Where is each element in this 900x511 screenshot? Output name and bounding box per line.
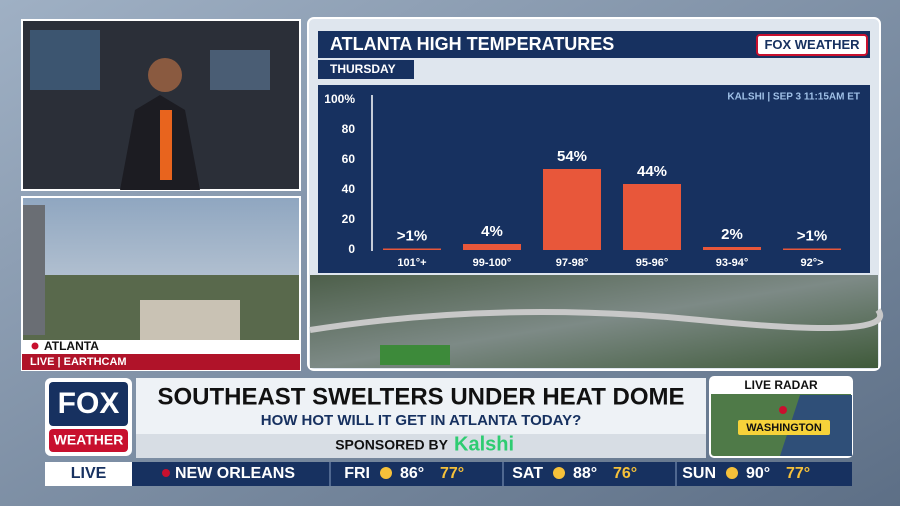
- bar: [623, 184, 681, 250]
- studio-screen: [30, 30, 100, 90]
- pin-icon: [779, 406, 787, 414]
- ticker-high: 86°: [400, 465, 424, 482]
- ticker-day: SAT: [512, 465, 543, 482]
- sponsor-bar: [136, 434, 706, 458]
- logo-box: [756, 34, 868, 56]
- annotation: KALSHI | SEP 3 11:15AM ET: [727, 92, 860, 103]
- bar: [383, 248, 441, 250]
- logo-bottom: WEATHER: [54, 432, 124, 448]
- value-label: >1%: [797, 227, 827, 244]
- ticker-high: 90°: [746, 465, 770, 482]
- location: ATLANTA: [44, 339, 99, 353]
- sponsor-prefix: SPONSORED BY: [335, 437, 448, 453]
- y-tick-label: 20: [342, 212, 356, 226]
- bar: [543, 169, 601, 250]
- value-label: 4%: [481, 223, 503, 240]
- x-tick-label: 97-98°: [556, 257, 589, 269]
- logo: FOX WEATHER: [764, 37, 860, 52]
- source: LIVE | EARTHCAM: [30, 356, 127, 368]
- bar: [783, 248, 841, 250]
- sponsor: Kalshi: [454, 433, 514, 455]
- city-building: [140, 300, 240, 340]
- weather-icon: [380, 467, 392, 479]
- field: [380, 345, 450, 365]
- live-box: [45, 462, 132, 486]
- logo-top: FOX: [58, 387, 120, 420]
- bar: [703, 247, 761, 250]
- pin-icon: [31, 342, 39, 350]
- radar-city-bg: [738, 420, 830, 435]
- value-label: 44%: [637, 163, 667, 180]
- value-label: 54%: [557, 148, 587, 165]
- x-tick-label: 99-100°: [473, 257, 512, 269]
- subhead: HOW HOT WILL IT GET IN ATLANTA TODAY?: [261, 412, 582, 429]
- y-tick-label: 80: [342, 122, 356, 136]
- ticker-bar: [45, 462, 852, 486]
- ticker-low: 77°: [440, 465, 464, 482]
- weather-icon: [553, 467, 565, 479]
- bar: [463, 244, 521, 250]
- ticker-city: NEW ORLEANS: [175, 465, 295, 482]
- radar-city: WASHINGTON: [746, 422, 822, 434]
- headline: SOUTHEAST SWELTERS UNDER HEAT DOME: [157, 383, 684, 410]
- ticker-low: 77°: [786, 465, 810, 482]
- subtitle-tab: [318, 60, 414, 79]
- ticker-day: FRI: [344, 465, 370, 482]
- ticker-high: 88°: [573, 465, 597, 482]
- live-label: LIVE: [71, 465, 107, 482]
- city-tower: [23, 205, 45, 335]
- location-bar: [22, 340, 300, 354]
- logo-bottom-bg: [49, 429, 128, 452]
- radar-title: LIVE RADAR: [744, 378, 818, 392]
- anchor-head: [148, 58, 182, 92]
- y-tick-label: 0: [348, 242, 355, 256]
- radar-title-bar: [711, 378, 851, 394]
- ticker-low: 76°: [613, 465, 637, 482]
- y-tick-label: 100%: [324, 92, 355, 106]
- source-bar: [22, 354, 300, 370]
- logo-top-bg: [49, 382, 128, 426]
- chart-title: ATLANTA HIGH TEMPERATURES: [330, 34, 614, 54]
- ticker-day: SUN: [682, 465, 716, 482]
- x-tick-label: 93-94°: [716, 257, 749, 269]
- weather-icon: [726, 467, 738, 479]
- value-label: >1%: [397, 227, 427, 244]
- anchor-tie: [160, 110, 172, 180]
- x-tick-label: 95-96°: [636, 257, 669, 269]
- x-tick-label: 101°+: [397, 257, 426, 269]
- y-tick-label: 40: [342, 182, 356, 196]
- y-tick-label: 60: [342, 152, 356, 166]
- studio-screen: [210, 50, 270, 90]
- x-tick-label: 92°>: [800, 257, 823, 269]
- highway: [309, 308, 883, 333]
- pin-icon: [162, 469, 170, 477]
- subtitle: THURSDAY: [330, 62, 396, 76]
- value-label: 2%: [721, 226, 743, 243]
